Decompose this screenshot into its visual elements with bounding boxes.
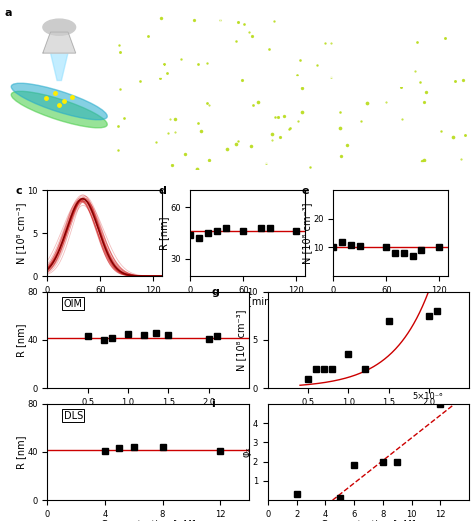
Text: 120min: 120min [438,90,467,98]
Y-axis label: N [10⁸ cm⁻³]: N [10⁸ cm⁻³] [16,202,26,264]
Text: OIM: OIM [64,299,82,308]
Y-axis label: N [10⁸ cm⁻³]: N [10⁸ cm⁻³] [236,309,246,371]
Y-axis label: R [nm]: R [nm] [159,216,169,250]
Text: 10min: 10min [323,15,347,24]
Polygon shape [43,32,76,53]
X-axis label: R[nm]: R[nm] [90,296,120,306]
X-axis label: Time [min]: Time [min] [221,296,274,306]
Ellipse shape [43,19,76,35]
Text: 5×10⁻⁶: 5×10⁻⁶ [413,392,443,401]
Y-axis label: R [nm]: R [nm] [16,323,26,357]
Text: DLS: DLS [64,411,83,420]
Text: d: d [158,186,166,196]
Y-axis label: N [10⁸ cm⁻³]: N [10⁸ cm⁻³] [302,202,312,264]
Text: 60min: 60min [264,90,289,98]
Text: 20min: 20min [442,15,466,24]
Text: 2μM,15°C: 2μM,15°C [155,65,185,70]
Polygon shape [51,53,68,80]
Text: c: c [15,186,22,196]
Text: e: e [301,186,309,196]
X-axis label: Concentration [μM]: Concentration [μM] [321,520,416,521]
Y-axis label: R [nm]: R [nm] [16,435,26,469]
Text: a: a [5,8,12,18]
Text: i: i [211,399,215,409]
Text: 30min: 30min [176,90,200,98]
Y-axis label: φₓ: φₓ [241,446,251,457]
Text: 50μm: 50μm [121,65,139,70]
X-axis label: Concentration [μM]: Concentration [μM] [101,520,195,521]
Text: b: b [118,15,127,25]
Text: 90min: 90min [354,90,378,98]
Text: g: g [211,287,219,297]
Ellipse shape [11,83,107,120]
X-axis label: Time [min]: Time [min] [364,296,417,306]
Text: 0min: 0min [210,15,229,24]
Ellipse shape [11,91,107,128]
X-axis label: Concentration [μM]: Concentration [μM] [321,408,416,418]
X-axis label: Concentration [μM]: Concentration [μM] [101,408,195,418]
